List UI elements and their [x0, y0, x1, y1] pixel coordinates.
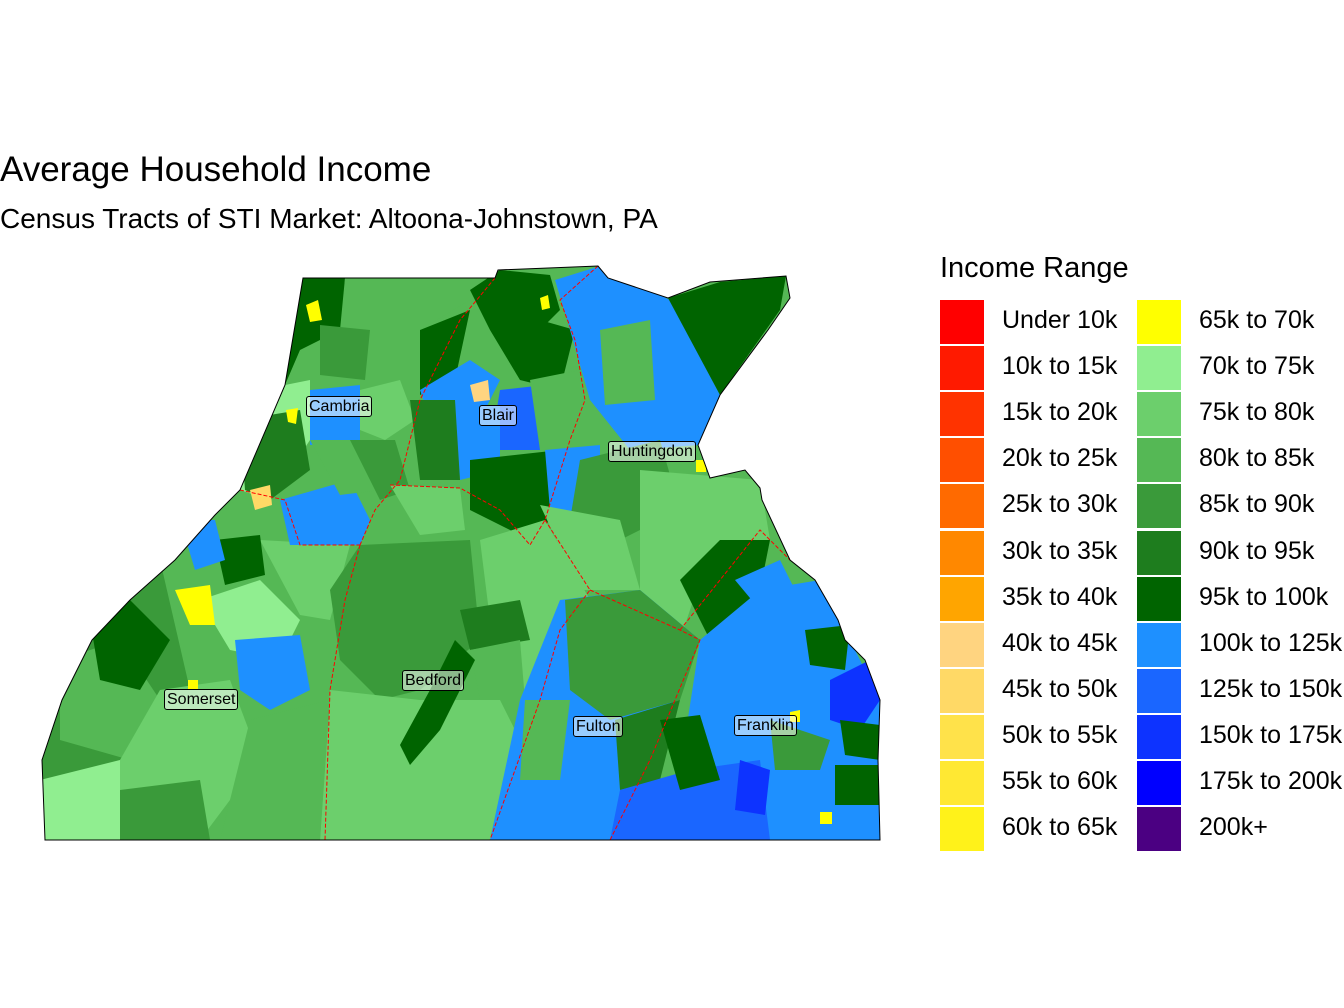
legend-swatch: [940, 484, 984, 528]
legend-label: 55k to 60k: [1002, 767, 1118, 795]
legend-swatch: [940, 715, 984, 759]
legend-label: 80k to 85k: [1199, 444, 1315, 472]
legend-label: 200k+: [1199, 813, 1268, 841]
legend-swatch: [940, 346, 984, 390]
legend-swatch: [940, 438, 984, 482]
legend-label: 60k to 65k: [1002, 813, 1118, 841]
legend-swatch: [940, 623, 984, 667]
legend-label: 40k to 45k: [1002, 629, 1118, 657]
legend-label: 25k to 30k: [1002, 490, 1118, 518]
legend-swatch: [1137, 715, 1181, 759]
legend-swatch: [940, 761, 984, 805]
legend-label: 15k to 20k: [1002, 398, 1118, 426]
legend-swatch: [1137, 392, 1181, 436]
county-label-fulton: Fulton: [573, 716, 624, 737]
county-label-somerset: Somerset: [164, 689, 239, 710]
legend-swatch: [1137, 484, 1181, 528]
legend-label: Under 10k: [1002, 306, 1118, 334]
legend-label: 30k to 35k: [1002, 537, 1118, 565]
legend-label: 150k to 175k: [1199, 721, 1343, 749]
legend-label: 20k to 25k: [1002, 444, 1118, 472]
legend-swatch: [1137, 300, 1181, 344]
region-outline: [41, 265, 881, 841]
legend-swatch: [940, 669, 984, 713]
legend-swatch: [1137, 807, 1181, 851]
legend-label: 35k to 40k: [1002, 583, 1118, 611]
county-label-huntingdon: Huntingdon: [608, 441, 696, 462]
legend-swatch: [1137, 761, 1181, 805]
legend-swatch: [1137, 669, 1181, 713]
legend-swatch: [1137, 346, 1181, 390]
legend-label: 75k to 80k: [1199, 398, 1315, 426]
legend-label: 95k to 100k: [1199, 583, 1329, 611]
legend-swatch: [1137, 438, 1181, 482]
choropleth-map: [41, 265, 881, 841]
map-subtitle: Census Tracts of STI Market: Altoona-Joh…: [0, 203, 658, 234]
county-label-franklin: Franklin: [734, 715, 797, 736]
legend-swatch: [940, 531, 984, 575]
legend-label: 50k to 55k: [1002, 721, 1118, 749]
legend-swatch: [1137, 577, 1181, 621]
legend-label: 85k to 90k: [1199, 490, 1315, 518]
census-tracts: [42, 266, 880, 840]
legend-label: 45k to 50k: [1002, 675, 1118, 703]
legend-swatch: [940, 300, 984, 344]
legend-label: 65k to 70k: [1199, 306, 1315, 334]
county-label-blair: Blair: [479, 405, 518, 426]
legend-label: 70k to 75k: [1199, 352, 1315, 380]
legend-title: Income Range: [940, 252, 1129, 284]
legend-label: 90k to 95k: [1199, 537, 1315, 565]
county-label-cambria: Cambria: [306, 396, 373, 417]
county-label-bedford: Bedford: [402, 670, 465, 691]
map-title: Average Household Income: [0, 150, 432, 189]
legend-swatch: [940, 807, 984, 851]
legend-swatch: [1137, 531, 1181, 575]
legend-label: 100k to 125k: [1199, 629, 1343, 657]
legend-label: 125k to 150k: [1199, 675, 1343, 703]
county-borders: [239, 265, 791, 841]
legend-label: 10k to 15k: [1002, 352, 1118, 380]
legend-swatch: [940, 392, 984, 436]
legend-swatch: [940, 577, 984, 621]
legend-label: 175k to 200k: [1199, 767, 1343, 795]
legend-swatch: [1137, 623, 1181, 667]
